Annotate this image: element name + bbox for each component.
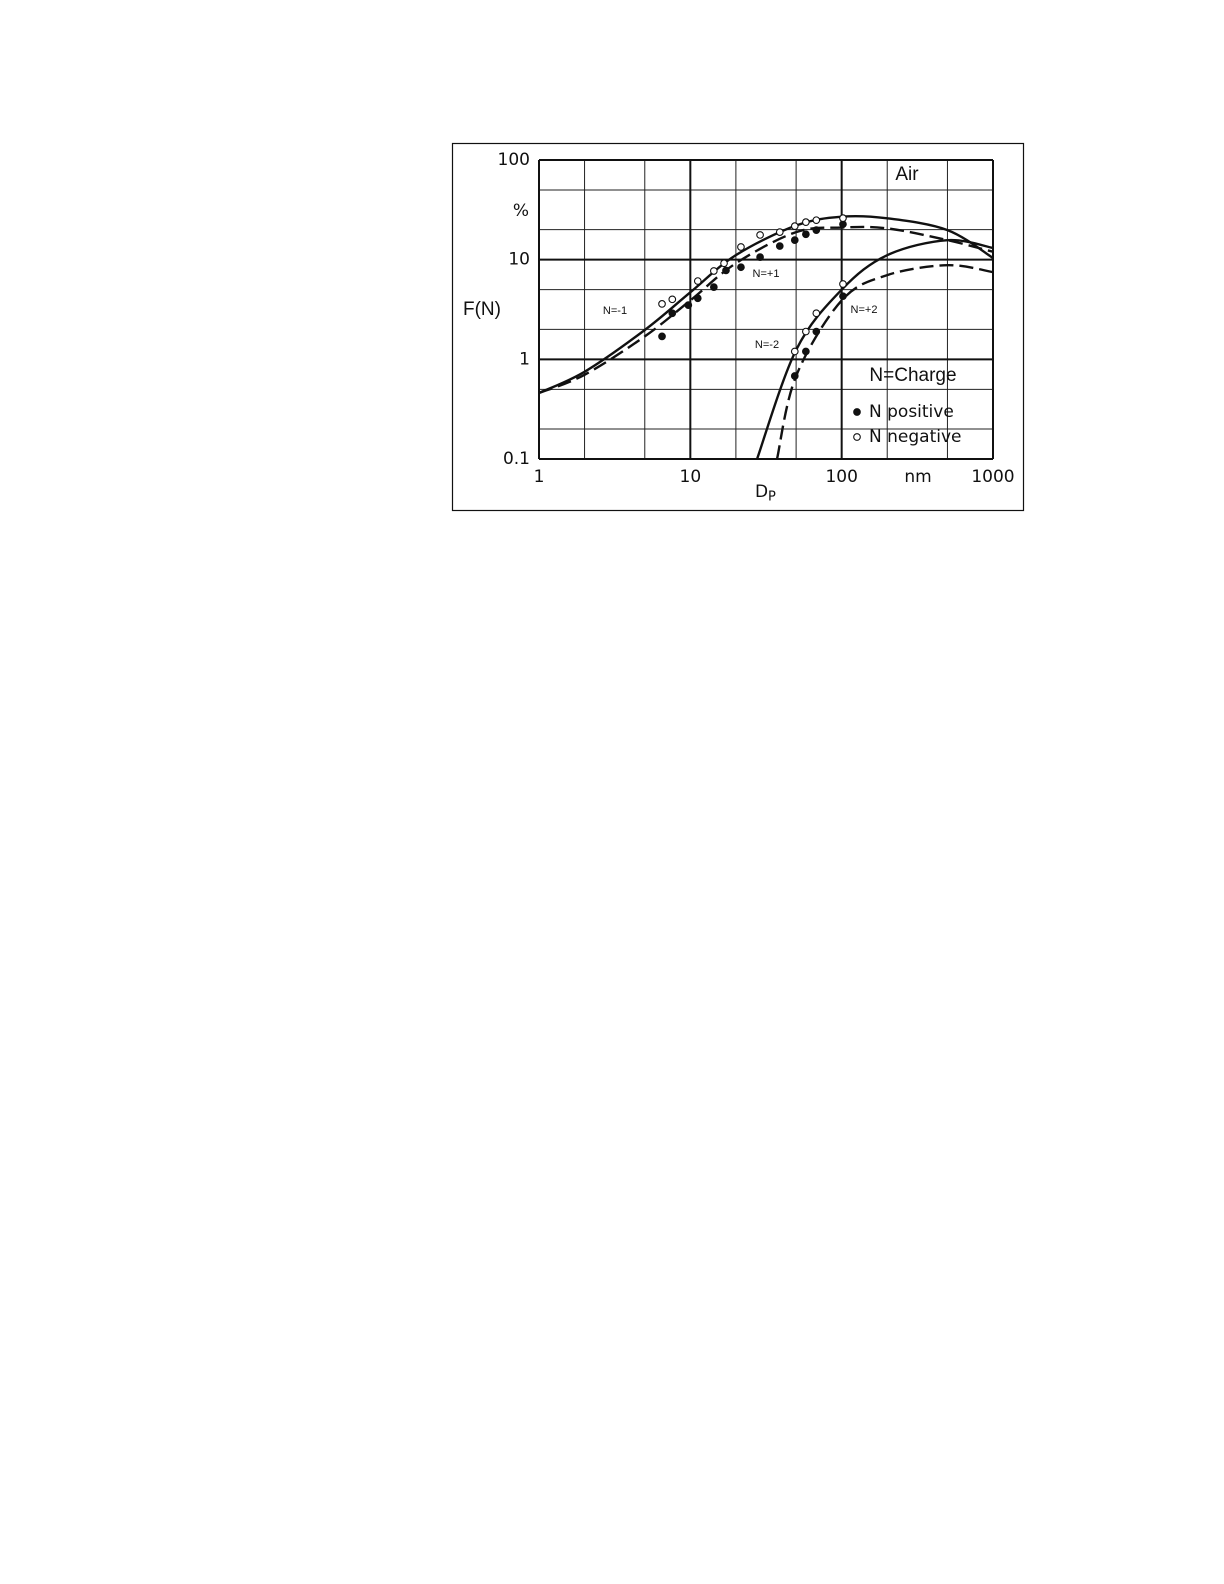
marker	[812, 327, 821, 336]
curve	[775, 263, 993, 459]
x-axis-label-sub: P	[768, 490, 776, 505]
marker	[802, 230, 810, 239]
marker	[812, 216, 821, 225]
marker	[790, 372, 799, 380]
marker	[839, 292, 847, 301]
annotation: Air	[895, 164, 919, 185]
marker	[802, 327, 810, 336]
annotation: N=-1	[603, 305, 627, 317]
curve	[539, 225, 993, 395]
x-tick-label: 10	[680, 467, 702, 487]
marker	[802, 218, 810, 226]
curve	[755, 238, 993, 459]
annotation: N=-2	[755, 339, 779, 351]
marker	[812, 226, 821, 234]
marker	[839, 280, 847, 288]
marker	[812, 309, 821, 318]
legend-label: N negative	[869, 427, 961, 447]
curve	[539, 214, 993, 395]
marker	[693, 294, 702, 303]
y-tick-label: 100	[498, 150, 530, 170]
y-tick-label: 0.1	[503, 449, 530, 469]
x-tick-label: 1	[534, 467, 545, 487]
marker	[775, 242, 784, 250]
marker	[658, 332, 666, 341]
y-axis-unit: %	[513, 201, 529, 221]
marker	[802, 347, 810, 356]
annotation: N=+2	[851, 304, 878, 316]
legend-marker	[853, 408, 861, 416]
annotation: N=+1	[753, 268, 780, 280]
marker	[668, 309, 677, 318]
marker	[790, 222, 799, 230]
legend-label: N positive	[869, 402, 954, 422]
y-axis-label: F(N)	[463, 299, 501, 320]
x-axis-unit: nm	[904, 467, 931, 487]
marker	[693, 277, 702, 285]
marker	[790, 347, 799, 356]
annotation: N=Charge	[869, 365, 956, 386]
marker	[658, 300, 666, 308]
marker	[709, 283, 718, 291]
marker	[722, 266, 730, 275]
y-tick-label: 1	[519, 349, 530, 369]
legend-marker	[853, 433, 861, 441]
x-tick-label: 1000	[971, 467, 1014, 487]
marker	[709, 267, 718, 275]
marker	[684, 301, 693, 309]
x-axis-label: D	[755, 482, 768, 502]
marker	[775, 228, 784, 236]
marker	[737, 243, 745, 251]
y-tick-label: 10	[508, 250, 530, 270]
marker	[737, 263, 745, 272]
marker	[756, 253, 764, 261]
marker	[720, 259, 728, 268]
marker	[839, 214, 847, 222]
marker	[756, 231, 764, 239]
chart-frame	[451, 142, 1025, 512]
x-tick-label: 100	[825, 467, 857, 487]
marker	[790, 236, 799, 244]
marker	[668, 295, 677, 304]
